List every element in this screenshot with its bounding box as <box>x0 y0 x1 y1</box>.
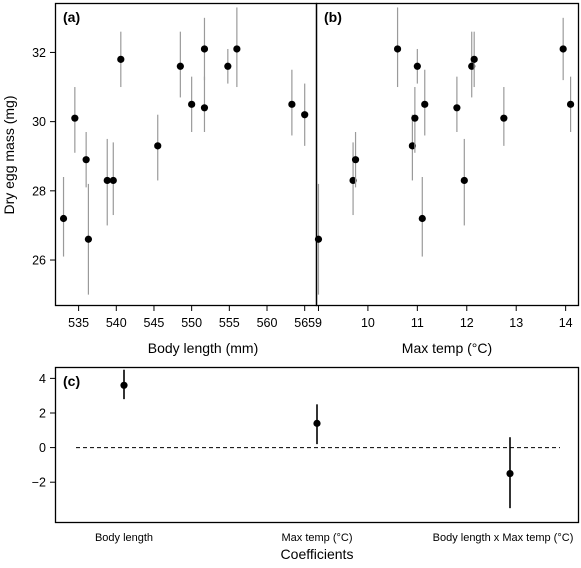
panel-a-x-axis-title: Body length (mm) <box>148 340 258 356</box>
panel-a-y-tick-label: 32 <box>32 46 46 60</box>
panel-c-data-point <box>506 469 514 478</box>
panel-b-data-point <box>468 62 476 70</box>
panel-a-data-point <box>82 156 90 164</box>
panel-b-data-point <box>421 100 429 108</box>
panel-a-data-point <box>188 100 196 108</box>
panel-b-data-point <box>453 104 461 112</box>
panel-a-data-point <box>59 214 68 223</box>
y-axis-title: Dry egg mass (mg) <box>1 95 17 214</box>
panel-a-x-tick-label: 545 <box>144 316 165 330</box>
panel-a-x-tick-label: 550 <box>181 316 202 330</box>
panel-b-data-point <box>349 176 357 185</box>
panel-a-data-point <box>71 114 79 122</box>
panel-c-y-tick-label: 2 <box>39 406 46 420</box>
panel-b-data-point <box>500 114 508 122</box>
panel-b-x-tick-label: 13 <box>509 316 523 330</box>
panel-c-y-tick-label: 4 <box>39 372 46 386</box>
panel-c-y-tick-label: −2 <box>32 476 46 490</box>
panel-b-data-point <box>351 156 360 164</box>
panel-b-data-point <box>411 114 419 122</box>
panel-a-data-point <box>200 45 209 53</box>
panel-c-x-axis-title: Coefficients <box>281 546 354 562</box>
panel-c-data-point <box>120 381 128 389</box>
panel-a-data-point <box>233 45 241 53</box>
panel-b-data-point <box>460 176 468 185</box>
panel-b-frame <box>315 2 580 307</box>
panel-b-data-point <box>566 100 575 108</box>
panel-b-x-axis-title: Max temp (°C) <box>402 340 492 356</box>
panel-b-x-tick-label: 10 <box>361 316 375 330</box>
panel-b-label: (b) <box>324 9 342 25</box>
panel-a-plot: 535 540 545 550 555 560 565 26 28 30 32 <box>32 7 315 330</box>
panel-c-plot: −2 0 2 4 Body length Max temp (°C) Body length… <box>32 369 574 544</box>
panel-b-plot: 9 10 11 12 13 14 <box>314 7 575 330</box>
panel-b-data-point <box>408 142 416 150</box>
panel-a-x-tick-label: 540 <box>106 316 127 330</box>
panel-b-x-tick-label: 11 <box>411 316 424 330</box>
panel-a-x-tick-label: 535 <box>68 316 89 330</box>
panel-a-y-tick-label: 28 <box>32 184 46 198</box>
panel-a-data-point <box>154 142 162 150</box>
panel-b-data-point <box>393 45 402 53</box>
panel-c-category-label: Max temp (°C) <box>281 532 352 544</box>
panel-a-data-point <box>288 100 296 108</box>
panel-c-label: (c) <box>63 373 80 389</box>
panel-a-x-tick-label: 560 <box>257 316 278 330</box>
panel-a-data-point <box>301 111 309 119</box>
panel-b-x-tick-label: 14 <box>559 316 573 330</box>
panel-a-y-tick-label: 30 <box>32 115 46 129</box>
panel-a-data-point <box>109 176 117 185</box>
panel-c-y-tick-label: 0 <box>39 441 46 455</box>
panel-a-data-point <box>103 176 111 185</box>
panel-a-x-tick-label: 565 <box>294 316 315 330</box>
panel-a-data-point <box>84 235 93 243</box>
panel-b-data-point <box>559 45 567 53</box>
panel-a-x-tick-label: 555 <box>219 316 240 330</box>
panel-a-frame <box>54 2 318 307</box>
panel-b-data-point <box>314 235 323 243</box>
panel-c-frame <box>54 366 580 524</box>
panel-b-data-point <box>413 62 421 70</box>
panel-b-x-tick-label: 12 <box>460 316 474 330</box>
panel-a-data-point <box>224 62 232 70</box>
panel-b-data-point <box>470 55 478 63</box>
panel-c-category-label: Body length <box>95 532 153 544</box>
panel-a-data-point <box>200 104 209 112</box>
panel-c-data-point <box>313 419 321 427</box>
panel-a-label: (a) <box>63 9 80 25</box>
panel-b-x-tick-label: 9 <box>315 316 322 330</box>
panel-a-data-point <box>176 62 184 70</box>
panel-a-y-tick-label: 26 <box>32 254 46 268</box>
panel-c-category-label: Body length x Max temp (°C) <box>433 532 574 544</box>
panel-b-data-point <box>418 214 426 223</box>
panel-a-data-point <box>117 55 125 63</box>
